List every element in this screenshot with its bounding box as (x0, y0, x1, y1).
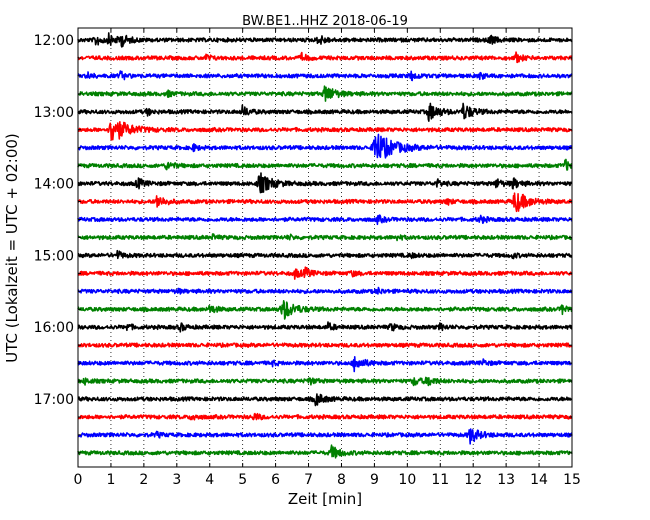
trace-1515 (77, 266, 573, 280)
trace-1215 (77, 51, 573, 64)
trace-1715 (77, 412, 573, 421)
x-tick-label: 15 (563, 472, 581, 488)
y-tick-label: 17:00 (34, 392, 74, 408)
trace-1345 (77, 158, 573, 171)
trace-1400 (77, 172, 573, 194)
x-axis-label: Zeit [min] (288, 490, 362, 508)
x-tick-label: 6 (271, 472, 280, 488)
trace-1615 (77, 342, 573, 348)
x-tick-label: 3 (172, 472, 181, 488)
x-tick-label: 11 (431, 472, 449, 488)
x-tick-label: 13 (497, 472, 515, 488)
trace-1545 (77, 300, 573, 320)
trace-1600 (77, 321, 573, 333)
trace-1530 (77, 286, 573, 295)
chart-title: BW.BE1..HHZ 2018-06-19 (242, 14, 408, 29)
y-tick-label: 12:00 (34, 33, 74, 49)
x-tick-label: 12 (464, 472, 482, 488)
x-tick-label: 9 (370, 472, 379, 488)
trace-1200 (77, 32, 573, 48)
trace-1630 (77, 355, 573, 373)
plot-frame (77, 27, 573, 468)
y-tick-label: 14:00 (34, 177, 74, 193)
trace-1700 (77, 393, 573, 407)
y-tick-label: 13:00 (34, 105, 74, 121)
x-tick-label: 8 (337, 472, 346, 488)
trace-1745 (77, 444, 573, 459)
x-axis: 0 1 2 3 4 5 6 7 8 9 10 11 12 13 14 15 (74, 28, 581, 488)
y-tick-label: 16:00 (34, 320, 74, 336)
trace-1500 (77, 249, 573, 260)
trace-1245 (77, 85, 573, 102)
x-tick-label: 4 (205, 472, 214, 488)
trace-1445 (77, 233, 573, 242)
y-axis-label: UTC (Lokalzeit = UTC + 02:00) (3, 133, 21, 363)
trace-1645 (77, 376, 573, 387)
y-tick-label: 15:00 (34, 248, 74, 264)
trace-1430 (77, 214, 573, 226)
trace-1230 (77, 70, 573, 82)
trace-1315 (77, 121, 573, 141)
x-tick-label: 5 (238, 472, 247, 488)
x-tick-label: 14 (530, 472, 548, 488)
trace-1730 (77, 428, 573, 445)
x-tick-label: 10 (398, 472, 416, 488)
x-tick-label: 1 (106, 472, 115, 488)
x-tick-label: 7 (304, 472, 313, 488)
trace-1300 (77, 102, 573, 122)
trace-1330 (77, 133, 573, 159)
y-axis: 12:00 13:00 14:00 15:00 16:00 17:00 (34, 33, 572, 454)
trace-1415 (77, 192, 573, 213)
x-tick-label: 0 (74, 472, 83, 488)
trace-layer (77, 32, 573, 459)
x-tick-label: 2 (139, 472, 148, 488)
